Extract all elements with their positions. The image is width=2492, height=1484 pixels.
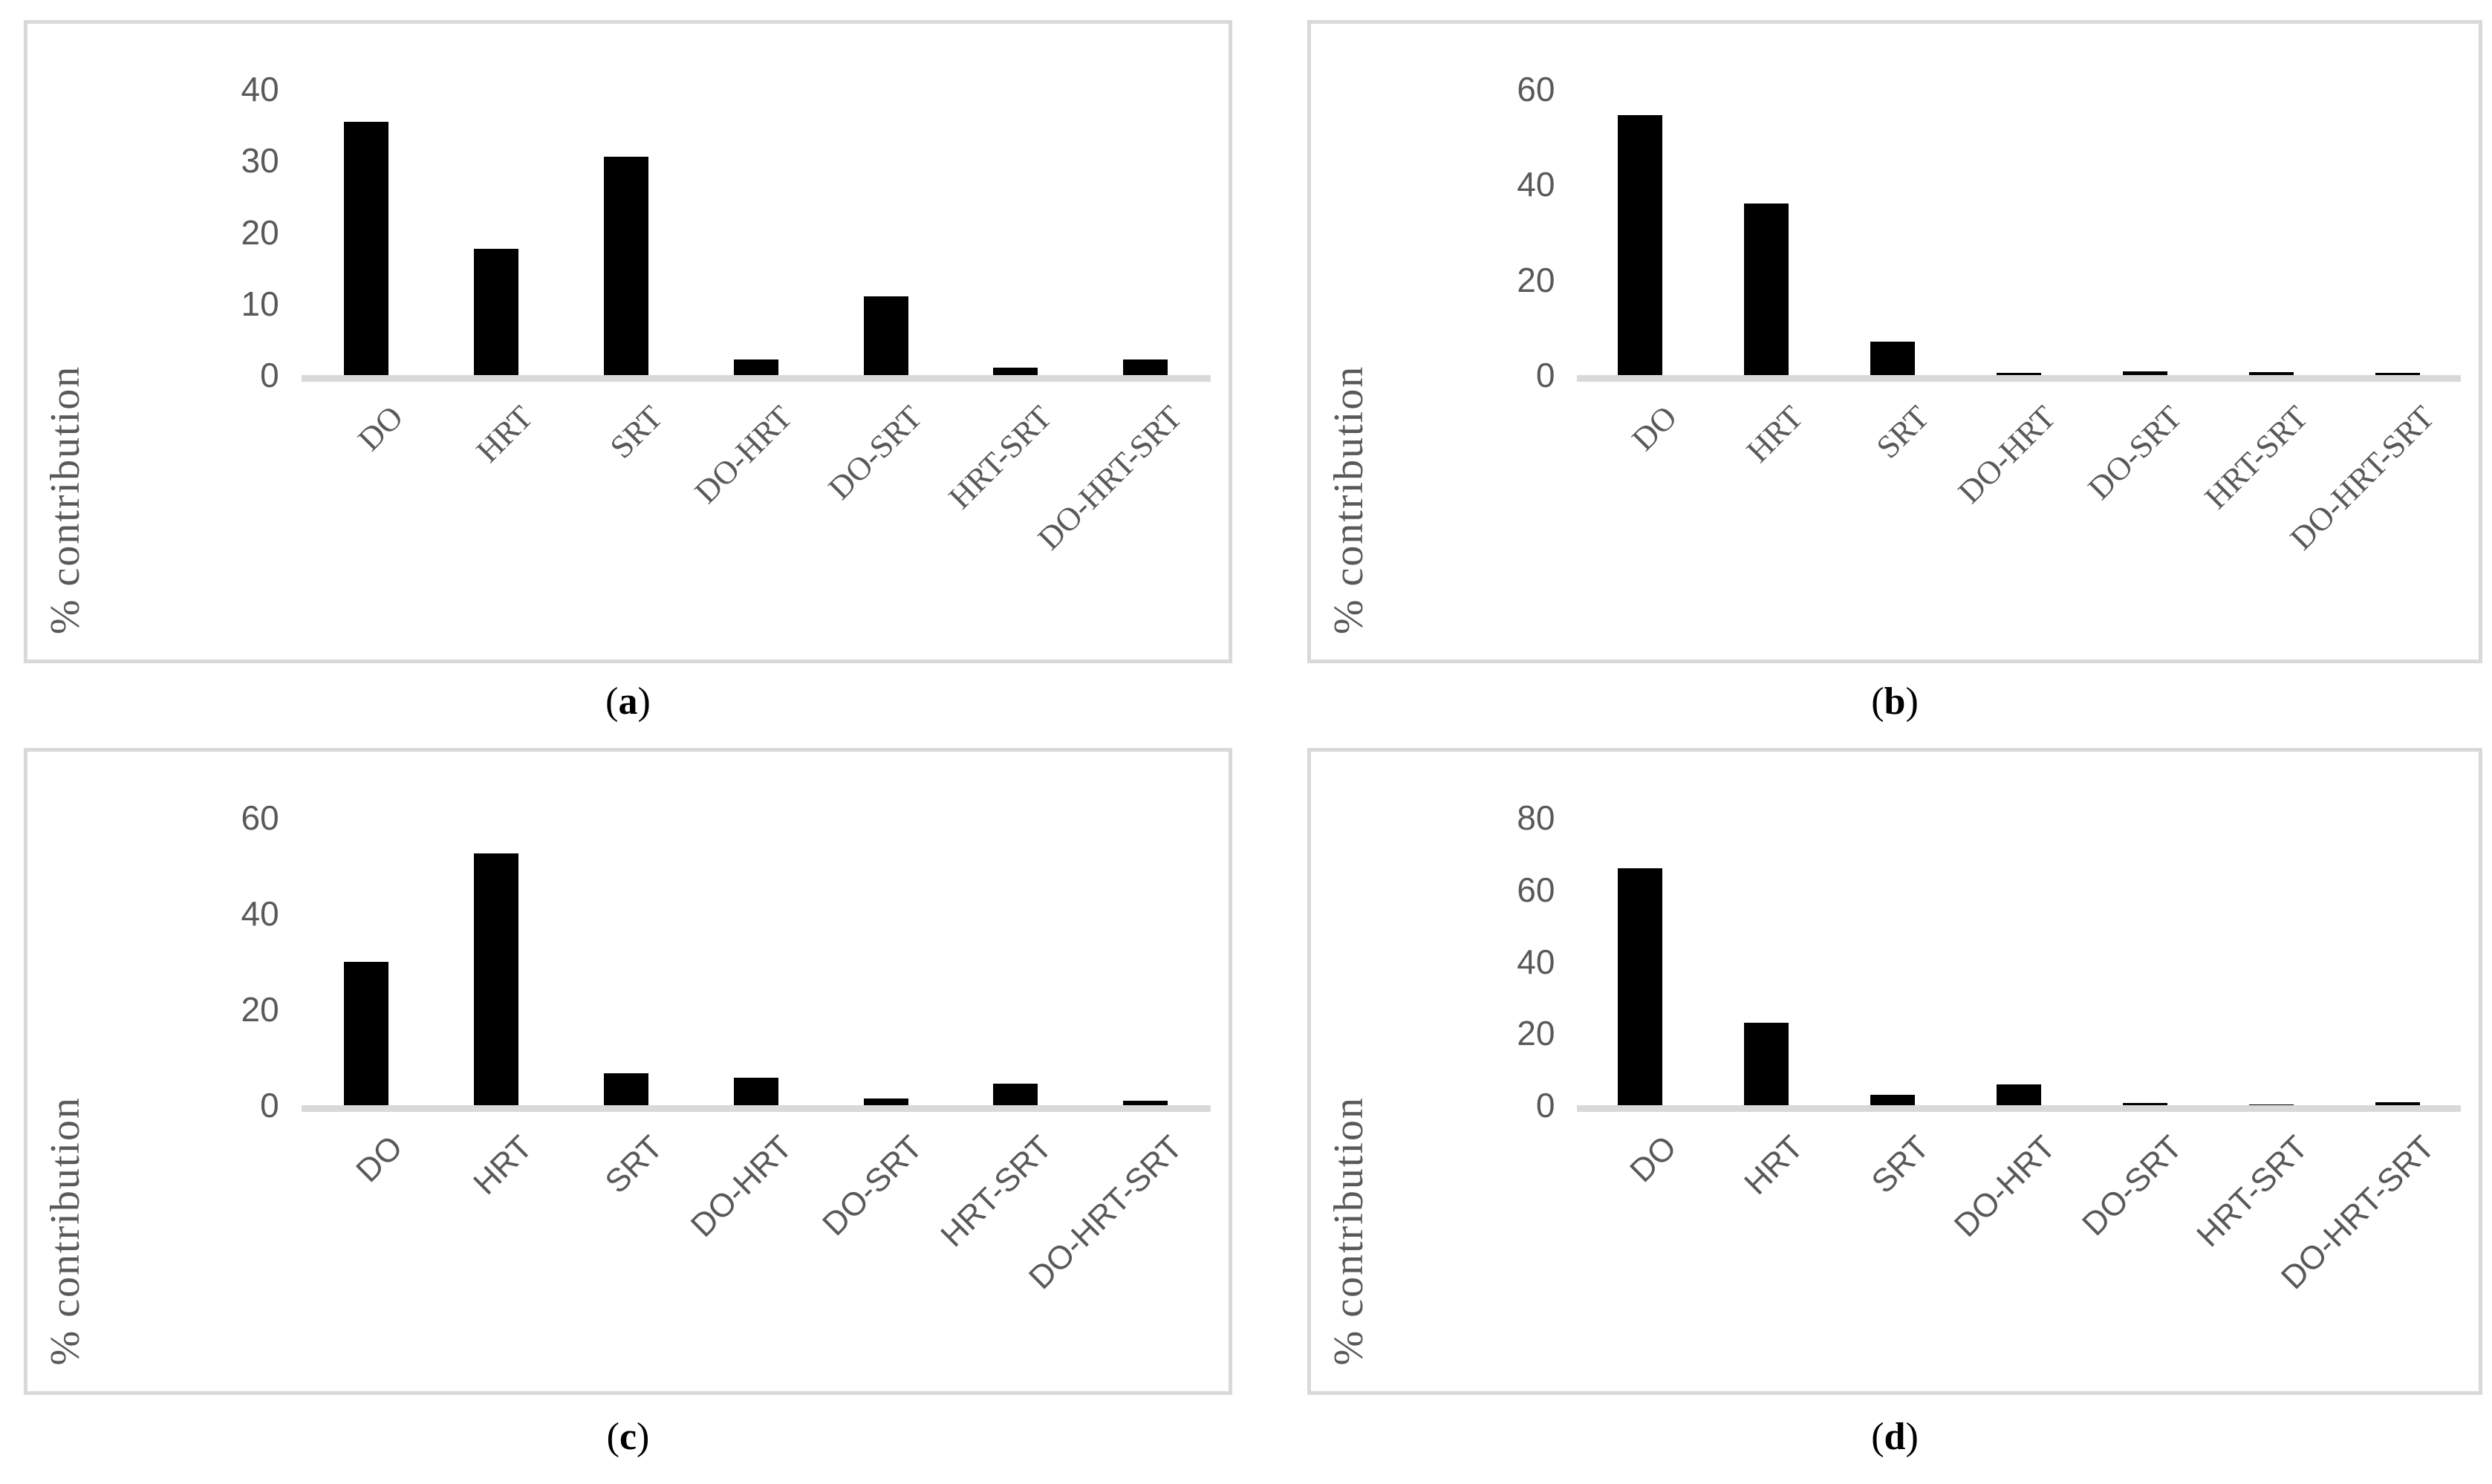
x-tick-label-DO: DO xyxy=(1623,1128,1684,1190)
caption-paren-close: ) xyxy=(1905,1416,1919,1458)
bar-SRT xyxy=(1870,342,1916,375)
bar-HRT xyxy=(1744,204,1789,375)
y-tick-label: 0 xyxy=(1535,1086,1555,1125)
caption-paren-open: ( xyxy=(606,1416,619,1458)
y-tick-label: 0 xyxy=(260,1086,279,1125)
y-tick-label: 60 xyxy=(241,798,279,837)
bar-DO-HRT-SRT xyxy=(2375,1101,2421,1105)
x-tick-label-SRT: SRT xyxy=(602,398,670,466)
bar-DO-HRT-SRT xyxy=(1123,1100,1168,1105)
bar-DO xyxy=(344,961,389,1105)
x-tick-label-HRT-SRT: HRT-SRT xyxy=(2198,398,2315,516)
x-axis-baseline xyxy=(1577,1105,2462,1112)
bar-HRT xyxy=(473,853,518,1105)
bar-DO-HRT-SRT xyxy=(2375,372,2421,375)
bar-DO-HRT xyxy=(733,359,778,375)
x-tick-label-DO-SRT: DO-SRT xyxy=(2081,398,2189,507)
y-tick-label: 40 xyxy=(241,70,279,108)
bar-DO-HRT xyxy=(733,1078,778,1105)
x-tick-label-HRT: HRT xyxy=(466,1128,540,1202)
x-tick-label-HRT-SRT: HRT-SRT xyxy=(942,398,1059,516)
y-tick-label: 80 xyxy=(1517,798,1555,837)
y-tick-label: 60 xyxy=(1517,70,1555,108)
bar-SRT xyxy=(1870,1095,1916,1105)
bar-DO-SRT xyxy=(2123,1103,2168,1105)
bar-HRT xyxy=(1744,1022,1789,1105)
caption-paren-open: ( xyxy=(605,680,619,723)
x-tick-label-DO-SRT: DO-SRT xyxy=(2075,1128,2189,1243)
caption-letter: b xyxy=(1884,680,1906,723)
x-tick-label-HRT: HRT xyxy=(469,398,540,469)
x-tick-label-DO-HRT: DO-HRT xyxy=(1951,398,2063,511)
panel-c: % contribution 0 20 40 60 DO HRT SRT DO-HRT DO-SR… xyxy=(24,748,1232,1395)
y-tick-label: 40 xyxy=(1517,165,1555,204)
y-tick-label: 20 xyxy=(1517,1014,1555,1053)
caption-letter: a xyxy=(618,680,638,723)
y-tick-label: 20 xyxy=(241,990,279,1029)
bar-DO-HRT xyxy=(1997,1084,2042,1105)
x-tick-label-DO: DO xyxy=(1624,398,1684,458)
y-axis-title: % contribution xyxy=(42,365,89,634)
bar-HRT-SRT xyxy=(2249,372,2294,375)
y-axis-title: % contribution xyxy=(1325,1096,1372,1366)
caption-paren-close: ) xyxy=(1905,680,1919,723)
caption-letter: d xyxy=(1884,1416,1906,1458)
x-tick-label-HRT: HRT xyxy=(1737,1128,1810,1202)
bar-HRT xyxy=(473,248,518,375)
bar-DO-HRT xyxy=(1997,372,2042,375)
y-tick-label: 0 xyxy=(260,356,279,394)
bar-DO xyxy=(1618,868,1663,1105)
panel-a: % contribution 0 10 20 30 40 DO HRT SRT DO-HRT DO-… xyxy=(24,20,1232,663)
x-tick-label-SRT: SRT xyxy=(598,1128,670,1201)
x-tick-label-DO: DO xyxy=(351,398,410,458)
x-tick-label-DO-HRT: DO-HRT xyxy=(1947,1128,2063,1244)
caption-a: (a) xyxy=(24,680,1232,723)
x-tick-label-DO-HRT: DO-HRT xyxy=(684,1128,800,1244)
x-tick-label-DO-SRT: DO-SRT xyxy=(815,1128,930,1243)
bar-HRT-SRT xyxy=(2249,1104,2294,1105)
x-tick-label-SRT: SRT xyxy=(1864,1128,1936,1201)
caption-b: (b) xyxy=(1307,680,2482,723)
y-tick-label: 40 xyxy=(241,894,279,933)
y-tick-label: 0 xyxy=(1535,356,1555,394)
x-tick-label-HRT-SRT: HRT-SRT xyxy=(2190,1128,2315,1254)
caption-paren-open: ( xyxy=(1871,1416,1884,1458)
x-axis-baseline xyxy=(301,375,1211,382)
y-tick-label: 40 xyxy=(1517,942,1555,981)
caption-d: (d) xyxy=(1307,1415,2482,1459)
caption-paren-close: ) xyxy=(637,680,651,723)
bar-DO-SRT xyxy=(2123,371,2168,375)
x-axis-baseline xyxy=(1577,375,2462,382)
bar-SRT xyxy=(603,157,648,375)
x-tick-label-DO-SRT: DO-SRT xyxy=(821,398,930,507)
bar-DO xyxy=(344,122,389,375)
y-axis-title: % contribution xyxy=(1325,365,1372,634)
caption-paren-open: ( xyxy=(1871,680,1884,723)
x-tick-label-DO-HRT: DO-HRT xyxy=(687,398,800,511)
x-tick-label-HRT: HRT xyxy=(1739,398,1810,469)
bar-DO xyxy=(1618,115,1663,375)
y-tick-label: 20 xyxy=(1517,260,1555,299)
x-axis-baseline xyxy=(301,1105,1211,1112)
bar-DO-HRT-SRT xyxy=(1123,359,1168,375)
y-tick-label: 10 xyxy=(241,284,279,323)
caption-c: (c) xyxy=(24,1415,1232,1459)
bar-DO-SRT xyxy=(863,1098,908,1105)
panel-d: % contribution 0 20 40 60 80 DO HRT SRT DO-HRT DO-… xyxy=(1307,748,2482,1395)
y-tick-label: 30 xyxy=(241,141,279,180)
y-tick-label: 20 xyxy=(241,212,279,252)
panel-b: % contribution 0 20 40 60 DO HRT SRT DO-HRT DO-SR… xyxy=(1307,20,2482,663)
x-tick-label-DO: DO xyxy=(349,1128,410,1190)
caption-letter: c xyxy=(619,1416,637,1458)
bar-HRT-SRT xyxy=(993,368,1038,375)
x-tick-label-SRT: SRT xyxy=(1870,398,1936,466)
y-tick-label: 60 xyxy=(1517,870,1555,909)
bar-DO-SRT xyxy=(863,296,908,375)
bar-HRT-SRT xyxy=(993,1083,1038,1105)
bar-SRT xyxy=(603,1073,648,1105)
x-tick-label-HRT-SRT: HRT-SRT xyxy=(934,1128,1059,1254)
y-axis-title: % contribution xyxy=(42,1096,89,1366)
caption-paren-close: ) xyxy=(637,1416,650,1458)
